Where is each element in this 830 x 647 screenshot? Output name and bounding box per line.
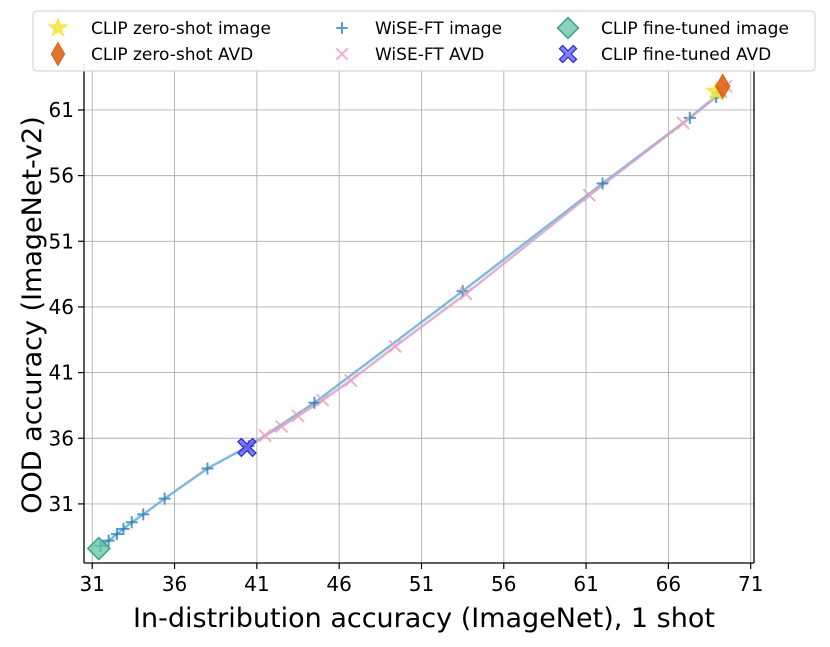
data-point — [117, 522, 130, 535]
x-tick-label: 31 — [80, 572, 105, 596]
legend-marker — [335, 47, 349, 61]
y-axis-label: OOD accuracy (ImageNet-v2) — [17, 116, 48, 513]
y-tick-label: 51 — [49, 229, 74, 253]
x-tick-label: 41 — [244, 572, 269, 596]
legend-marker — [47, 16, 69, 38]
data-point — [308, 396, 321, 409]
legend-label: CLIP fine-tuned AVD — [601, 45, 771, 65]
legend-marker — [336, 22, 348, 34]
data-point — [125, 516, 138, 529]
data-point — [102, 534, 115, 547]
x-tick-label: 46 — [326, 572, 351, 596]
data-point — [676, 116, 690, 130]
legend-marker — [50, 41, 66, 67]
data-point — [158, 492, 171, 505]
legend-marker — [556, 16, 580, 40]
series-lines — [99, 85, 727, 547]
x-tick-label: 61 — [573, 572, 598, 596]
x-tick-label: 36 — [162, 572, 187, 596]
data-point — [459, 287, 473, 301]
legend-label: WiSE-FT image — [375, 19, 502, 39]
legend: CLIP zero-shot image CLIP zero-shot AVD Wi… — [32, 10, 816, 72]
y-tick-label: 46 — [49, 295, 74, 319]
y-tick-label: 61 — [49, 98, 74, 122]
data-point — [388, 339, 402, 354]
data-point — [291, 409, 305, 423]
data-point — [258, 428, 272, 443]
data-point — [715, 73, 731, 100]
x-tick-label: 66 — [656, 572, 681, 596]
data-point — [596, 177, 609, 190]
y-tick-label: 56 — [49, 164, 74, 188]
data-point — [582, 188, 597, 203]
legend-label: CLIP zero-shot AVD — [91, 45, 253, 65]
y-tick-label: 36 — [49, 426, 74, 450]
tick-labels: 31 36 41 46 51 56 61 66 71 31 36 41 46 51 56 61 — [49, 98, 764, 596]
data-point — [201, 462, 214, 475]
data-point — [110, 528, 123, 541]
legend-box — [32, 10, 816, 72]
data-point — [274, 419, 289, 434]
series-line — [247, 85, 727, 448]
legend-label: CLIP fine-tuned image — [601, 19, 789, 39]
x-axis-label: In-distribution accuracy (ImageNet), 1 s… — [133, 603, 715, 634]
grid — [84, 64, 754, 563]
x-tick-label: 51 — [409, 572, 434, 596]
x-tick-label: 56 — [491, 572, 516, 596]
data-point — [315, 393, 330, 407]
data-point — [137, 508, 150, 521]
data-points — [86, 73, 733, 561]
series-line — [99, 92, 719, 547]
x-tick-label: 71 — [738, 572, 763, 596]
y-tick-label: 31 — [49, 492, 74, 516]
legend-label: WiSE-FT AVD — [375, 45, 484, 65]
legend-marker — [558, 44, 578, 64]
y-tick-label: 41 — [49, 361, 74, 385]
axes — [83, 64, 755, 564]
legend-label: CLIP zero-shot image — [91, 19, 271, 39]
data-point — [237, 437, 257, 458]
data-point — [343, 373, 358, 388]
data-point — [86, 536, 111, 561]
